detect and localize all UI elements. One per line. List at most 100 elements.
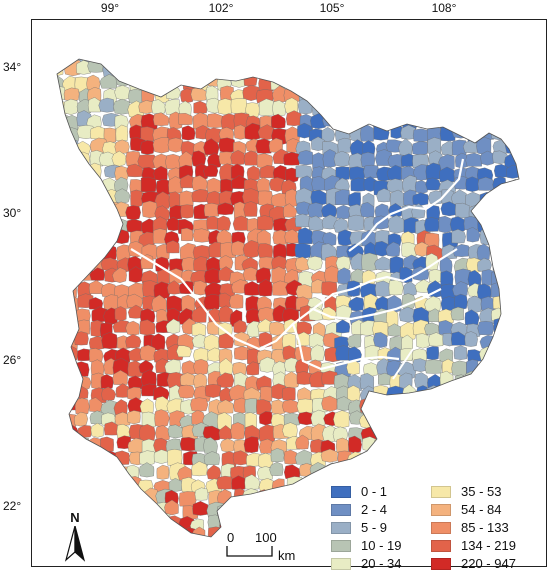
county-polygon [441,413,458,427]
county-polygon [282,516,297,533]
county-polygon [440,102,457,119]
county-polygon [295,256,311,271]
county-polygon [242,240,260,258]
county-polygon [450,306,464,321]
county-polygon [478,387,494,403]
county-polygon [297,59,315,61]
north-label: N [70,510,80,525]
county-polygon [504,306,519,325]
county-polygon [375,76,391,89]
county-polygon [177,384,195,399]
county-polygon [57,127,67,145]
county-polygon [233,530,247,537]
county-polygon [297,150,314,166]
county-polygon [140,176,157,193]
county-polygon [230,98,248,115]
county-polygon [389,488,405,505]
county-polygon [489,349,507,367]
county-polygon [77,189,93,205]
county-polygon [191,59,207,60]
county-polygon [335,63,352,80]
county-polygon [438,215,452,233]
county-polygon [436,59,452,64]
county-polygon [153,514,170,528]
county-polygon [140,126,155,142]
county-polygon [415,59,431,62]
county-polygon [481,59,497,74]
county-polygon [322,149,338,168]
county-polygon [57,163,66,177]
county-polygon [219,255,234,270]
county-polygon [453,345,467,360]
county-polygon [520,49,533,65]
county-polygon [479,192,494,209]
county-polygon [233,515,248,533]
legend-item: 0 - 1 [331,484,387,499]
lat-tick-26: 26° [3,353,22,367]
county-polygon [272,100,287,117]
county-polygon [521,335,534,348]
county-polygon [74,177,89,194]
county-polygon [217,202,235,215]
county-polygon [414,180,429,194]
legend-item: 85 - 133 [431,520,509,535]
legend-label: 134 - 219 [461,538,516,553]
county-polygon [479,423,494,438]
county-polygon [216,372,235,388]
county-polygon [193,61,207,74]
county-polygon [57,136,64,155]
county-polygon [155,543,172,560]
county-polygon [232,215,250,231]
county-polygon [63,423,79,442]
county-polygon [91,218,106,235]
county-polygon [204,268,222,285]
county-polygon [347,214,365,231]
county-polygon [284,503,301,520]
county-polygon [410,435,430,451]
county-polygon [259,98,274,117]
county-polygon [400,231,415,245]
county-polygon [414,463,431,481]
county-polygon [375,450,392,468]
county-polygon [127,386,142,401]
county-polygon [363,77,378,92]
county-polygon [505,100,519,116]
county-polygon [425,162,442,180]
county-polygon [387,154,405,168]
county-polygon [218,137,235,154]
county-polygon [347,334,362,348]
county-polygon [321,202,338,218]
county-polygon [505,74,519,90]
county-polygon [440,450,457,468]
county-polygon [111,150,127,167]
county-polygon [246,165,261,181]
county-polygon [306,59,324,74]
county-polygon [179,190,194,208]
county-polygon [347,385,361,401]
county-polygon [271,488,290,503]
county-polygon [345,103,363,119]
county-polygon [76,228,90,247]
county-polygon [246,321,260,338]
county-polygon [466,59,483,62]
county-polygon [297,227,314,244]
county-polygon [413,63,430,77]
county-polygon [116,492,132,507]
county-polygon [63,266,78,284]
county-polygon [386,178,404,193]
county-polygon [156,529,172,537]
county-polygon [286,71,300,86]
county-polygon [257,243,273,260]
county-polygon [503,59,518,66]
county-polygon [514,281,519,297]
county-polygon [374,423,390,437]
county-polygon [490,216,508,233]
county-polygon [178,113,193,126]
county-polygon [400,544,415,558]
county-polygon [505,387,519,404]
county-polygon [348,435,362,454]
county-polygon [521,371,534,385]
county-polygon [321,127,335,142]
county-polygon [438,308,455,325]
county-polygon [63,308,78,326]
